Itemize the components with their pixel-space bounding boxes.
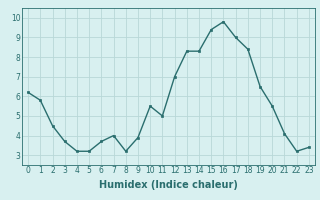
X-axis label: Humidex (Indice chaleur): Humidex (Indice chaleur) — [99, 180, 238, 190]
